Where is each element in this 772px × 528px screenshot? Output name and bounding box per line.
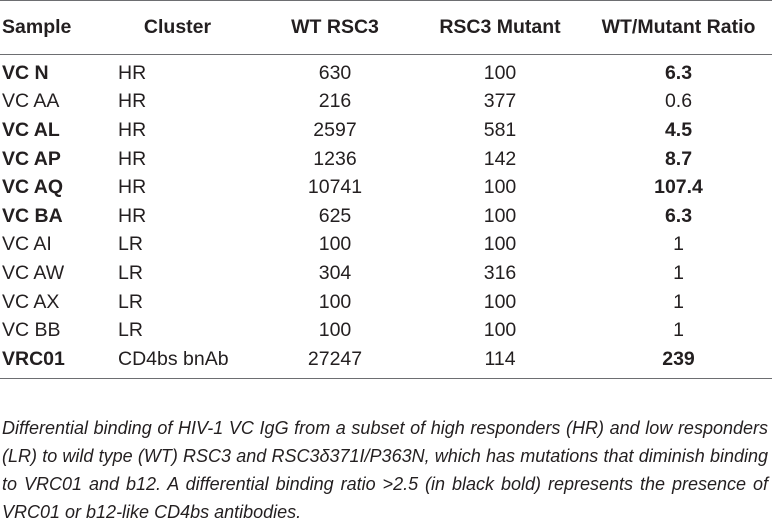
cell-cluster: HR [118, 147, 147, 170]
caption-text: Differential binding of HIV-1 VC IgG fro… [2, 418, 768, 522]
cell-rsc3-mutant: 100 [483, 176, 517, 199]
cell-sample: VC AP [2, 147, 61, 170]
cell-cluster: HR [118, 118, 147, 141]
header-sample: Sample [0, 0, 100, 55]
cell-ratio: 8.7 [664, 147, 693, 170]
cell-ratio: 107.4 [654, 176, 703, 199]
cell-wt-rsc3: 216 [318, 90, 352, 113]
cell-wt-rsc3: 100 [318, 233, 352, 256]
cell-wt-rsc3: 100 [318, 319, 352, 342]
header-wt-rsc3: WT RSC3 [255, 0, 415, 55]
cell-rsc3-mutant: 316 [483, 261, 517, 284]
cell-cluster: HR [118, 90, 147, 113]
table-row: VC AI LR 100 100 1 [0, 231, 772, 260]
cell-rsc3-mutant: 377 [483, 90, 517, 113]
cell-rsc3-mutant: 100 [483, 204, 517, 227]
cell-wt-rsc3: 1236 [313, 147, 357, 170]
cell-sample: VC AL [2, 118, 60, 141]
cell-wt-rsc3: 625 [318, 204, 352, 227]
cell-cluster: LR [118, 319, 143, 342]
cell-sample: VRC01 [0, 344, 100, 379]
cell-rsc3-mutant: 100 [483, 233, 517, 256]
cell-cluster: LR [118, 290, 143, 313]
cell-rsc3-mutant: 100 [483, 319, 517, 342]
cell-ratio: 1 [673, 290, 684, 313]
cell-rsc3-mutant: 100 [483, 290, 517, 313]
table-row: VC AX LR 100 100 1 [0, 288, 772, 317]
cell-sample: VC AA [2, 90, 60, 113]
cell-cluster: LR [118, 261, 143, 284]
table-header: Sample Cluster WT RSC3 RSC3 Mutant WT/Mu… [0, 0, 772, 55]
cell-ratio: 1 [673, 233, 684, 256]
table-row: VC AQ HR 10741 100 107.4 [0, 173, 772, 202]
table-body: VC N HR 630 100 6.3 VC AA HR 216 377 0.6 VC AL HR 25… [0, 55, 772, 379]
header-row: Sample Cluster WT RSC3 RSC3 Mutant WT/Mu… [0, 0, 772, 55]
cell-sample: VC BB [2, 319, 61, 342]
cell-sample: VC N [2, 61, 49, 84]
cell-sample: VC AQ [2, 176, 64, 199]
table-row: VC AW LR 304 316 1 [0, 259, 772, 288]
cell-sample: VC AW [2, 261, 65, 284]
cell-wt-rsc3: 27247 [255, 344, 415, 379]
cell-ratio: 239 [585, 344, 772, 379]
cell-wt-rsc3: 100 [318, 290, 352, 313]
table-row: VC BB LR 100 100 1 [0, 316, 772, 345]
cell-sample: VC AI [2, 233, 52, 256]
cell-sample: VC BA [2, 204, 63, 227]
cell-rsc3-mutant: 100 [483, 61, 517, 84]
table-row: VC AL HR 2597 581 4.5 [0, 116, 772, 145]
cell-sample: VC AX [2, 290, 60, 313]
cell-wt-rsc3: 10741 [307, 176, 363, 199]
table-row: VC AP HR 1236 142 8.7 [0, 145, 772, 174]
data-table: Sample Cluster WT RSC3 RSC3 Mutant WT/Mu… [0, 0, 772, 379]
cell-ratio: 6.3 [664, 61, 693, 84]
cell-ratio: 1 [673, 319, 684, 342]
cell-cluster: CD4bs bnAb [100, 344, 255, 379]
cell-cluster: HR [118, 204, 147, 227]
header-cluster: Cluster [100, 0, 255, 55]
cell-wt-rsc3: 2597 [313, 118, 357, 141]
cell-rsc3-mutant: 581 [483, 118, 517, 141]
table-row: VC N HR 630 100 6.3 [0, 55, 772, 88]
table-row: VRC01 CD4bs bnAb 27247 114 239 [0, 344, 772, 379]
cell-ratio: 6.3 [664, 204, 693, 227]
cell-cluster: HR [118, 176, 147, 199]
cell-wt-rsc3: 304 [318, 261, 352, 284]
cell-cluster: LR [118, 233, 143, 256]
cell-rsc3-mutant: 114 [415, 344, 585, 379]
table-caption: Differential binding of HIV-1 VC IgG fro… [2, 414, 768, 526]
cell-wt-rsc3: 630 [318, 61, 352, 84]
cell-ratio: 1 [673, 261, 684, 284]
header-rsc3-mutant: RSC3 Mutant [415, 0, 585, 55]
header-ratio: WT/Mutant Ratio [585, 0, 772, 55]
table-row: VC AA HR 216 377 0.6 [0, 88, 772, 117]
cell-cluster: HR [118, 61, 147, 84]
cell-rsc3-mutant: 142 [483, 147, 517, 170]
cell-ratio: 0.6 [664, 90, 693, 113]
table-row: VC BA HR 625 100 6.3 [0, 202, 772, 231]
cell-ratio: 4.5 [664, 118, 693, 141]
